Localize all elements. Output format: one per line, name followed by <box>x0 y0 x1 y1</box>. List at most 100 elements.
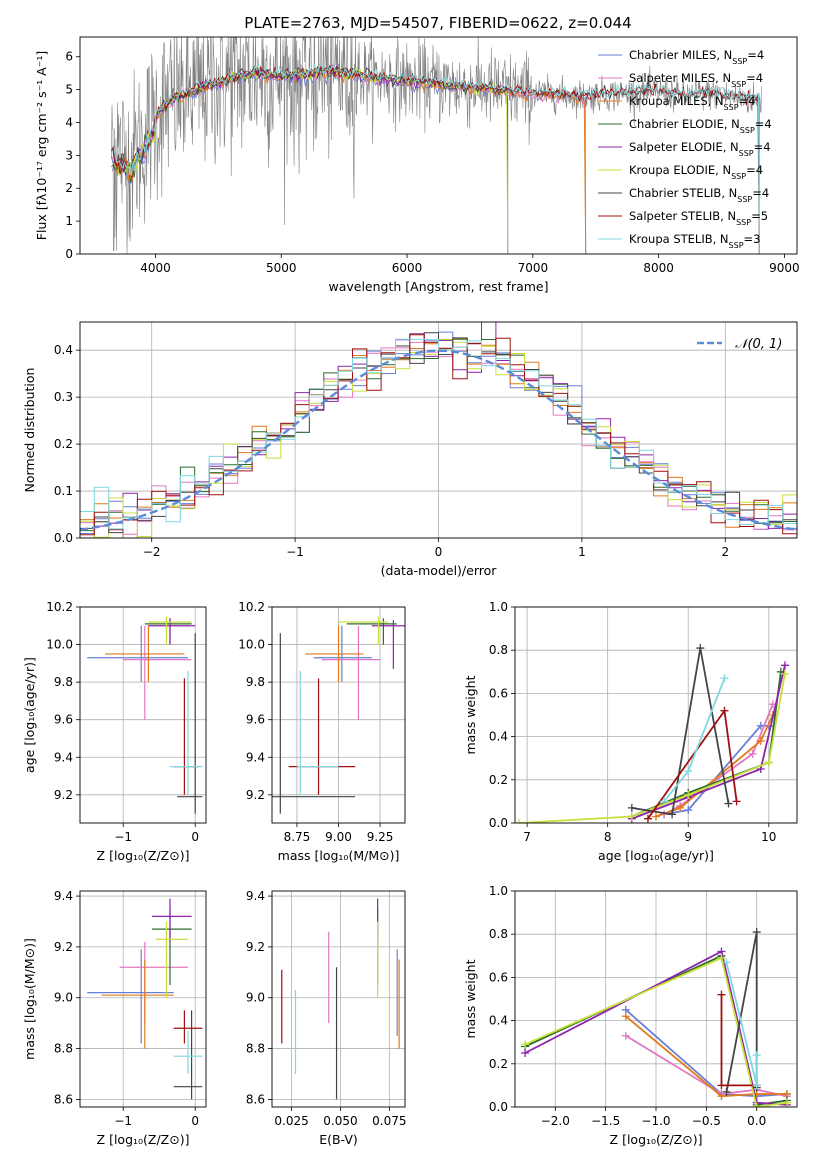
series-marker <box>515 819 524 823</box>
series-marker <box>717 990 726 999</box>
series-marker <box>720 674 729 683</box>
spectrum-xtick-label: 4000 <box>140 261 171 275</box>
weight_vs_Z-plot-area <box>521 928 791 1107</box>
series-kroupa-stelib <box>722 958 761 1090</box>
age_vs_Z-ytick-label: 9.4 <box>54 750 73 764</box>
legend-entry: Salpeter STELIB, NSSP=5 <box>629 209 768 227</box>
weight_vs_Z-ytick-label: 0.8 <box>489 927 508 941</box>
spectrum-legend: Chabrier MILES, NSSP=4 Salpeter MILES, NS… <box>598 48 772 250</box>
series-marker <box>764 758 773 767</box>
age_vs_mass-ytick-label: 9.4 <box>246 750 265 764</box>
mass_vs_Z-plot-area <box>87 898 203 1100</box>
age_vs_mass-ytick-label: 10.0 <box>238 638 265 652</box>
age_vs_mass-ytick-label: 9.8 <box>246 675 265 689</box>
legend-entry: Chabrier MILES, NSSP=4 <box>629 48 764 66</box>
mass_vs_Z-ytick-label: 8.8 <box>54 1042 73 1056</box>
residuals-ylabel: Normed distribution <box>22 368 37 493</box>
mass_vs_Z-xtick-label: −1 <box>114 1114 132 1128</box>
series-line <box>655 714 774 818</box>
weight_vs_age-xtick-label: 7 <box>523 830 531 844</box>
spectrum-ytick-label: 4 <box>65 115 73 129</box>
series-marker <box>652 812 660 821</box>
weight_vs_Z-xtick-label: −0.5 <box>692 1114 721 1128</box>
weight_vs_age-ytick-label: 0.4 <box>489 730 508 744</box>
figure-title: PLATE=2763, MJD=54507, FIBERID=0622, z=0… <box>244 14 631 32</box>
series-marker <box>752 1103 761 1107</box>
spectrum-model-kroupa-stelib <box>113 63 760 254</box>
age_vs_Z-ylabel: age [log₁₀(age/yr)] <box>22 657 37 773</box>
weight_vs_Z-ylabel: mass weight <box>463 959 478 1038</box>
series-kroupa-elodie <box>521 953 791 1107</box>
weight_vs_age-ytick-label: 0.8 <box>489 643 508 657</box>
legend-entry: Salpeter MILES, NSSP=4 <box>629 71 763 89</box>
weight_vs_age-plot-area <box>515 644 789 823</box>
errorbar-salpeter-elodie <box>371 620 405 669</box>
series-marker <box>668 810 677 819</box>
errorbar-kroupa-stelib <box>296 670 339 795</box>
weight_vs_age-xtick-label: 10 <box>761 830 776 844</box>
series-marker <box>717 1092 726 1101</box>
residuals-xlabel: (data-model)/error <box>381 563 498 578</box>
errorbar-chabrier-elodie <box>346 618 397 645</box>
age_vs_mass-ytick-label: 9.6 <box>246 713 265 727</box>
age_vs_Z-ytick-label: 10.2 <box>46 600 73 614</box>
series-marker <box>676 803 685 812</box>
spectrum-xtick-label: 9000 <box>769 261 800 275</box>
series-line <box>720 994 757 1087</box>
age_vs_mass-panel: 8.75 9.00 9.25 9.2 9.4 9.6 9.8 10.0 10.2 mass [lo… <box>238 600 406 863</box>
series-marker <box>627 812 636 821</box>
mass_vs_Z-ytick-label: 8.6 <box>54 1092 73 1106</box>
errorbar-kroupa-miles <box>105 625 185 683</box>
spectrum-xtick-label: 7000 <box>518 261 549 275</box>
mass_vs_Z-xtick-label: 0 <box>191 1114 199 1128</box>
spectrum-xtick-label: 5000 <box>266 261 297 275</box>
series-line <box>524 956 788 1107</box>
series-salpeter-elodie <box>627 661 789 823</box>
mass_vs_EBV-xtick-label: 0.025 <box>274 1114 308 1128</box>
residuals-ytick-label: 0.2 <box>54 437 73 451</box>
weight_vs_age-grid <box>515 606 797 824</box>
legend-entry: Kroupa ELODIE, NSSP=4 <box>629 163 763 181</box>
weight_vs_Z-panel: −2.0 −1.5 −1.0 −0.5 0.0 0.0 0.2 0.4 0.6 0.8 1.0 Z [… <box>463 884 798 1147</box>
weight_vs_age-frame <box>514 606 798 824</box>
spectrum-frame <box>79 36 798 255</box>
age_vs_Z-plot-area <box>87 616 203 814</box>
weight_vs_age-ytick-label: 0.0 <box>489 816 508 830</box>
spectrum-plot-area <box>110 37 762 254</box>
series-marker <box>660 797 669 806</box>
age_vs_Z-ytick-label: 9.8 <box>54 675 73 689</box>
mass_vs_EBV-ticks: 0.025 0.050 0.075 8.6 8.8 9.0 9.2 9.4 <box>246 889 407 1128</box>
weight_vs_age-panel: 7 8 9 10 0.0 0.2 0.4 0.6 0.8 1.0 age [log₁₀(age/yr… <box>463 600 798 863</box>
spectrum-ticks: 4000 5000 6000 7000 8000 9000 0 1 2 3 4 5 6 <box>65 50 799 275</box>
age_vs_Z-xtick-label: 0 <box>191 830 199 844</box>
mass_vs_Z-ylabel: mass [log₁₀(M/M⊙)] <box>22 938 37 1060</box>
spectrum-model-kroupa-elodie <box>113 65 509 254</box>
mass_vs_Z-grid <box>80 891 206 1107</box>
legend-entry: 𝒩(0, 1) <box>735 337 782 352</box>
errorbar-salpeter-miles <box>119 941 188 1024</box>
errorbar-chabrier-miles <box>87 949 174 1044</box>
series-line <box>647 708 738 820</box>
panels: 4000 5000 6000 7000 8000 90000123456wavelengt… <box>22 36 800 1147</box>
residuals-frame <box>79 321 798 539</box>
age_vs_Z-frame <box>79 606 207 824</box>
weight_vs_Z-ytick-label: 0.2 <box>489 1057 508 1071</box>
residuals-xtick-label: 2 <box>721 545 729 559</box>
series-marker <box>722 958 731 967</box>
weight_vs_age-ylabel: mass weight <box>463 675 478 754</box>
series-marker <box>732 797 741 806</box>
age_vs_mass-ticks: 8.75 9.00 9.25 9.2 9.4 9.6 9.8 10.0 10.2 <box>238 600 393 844</box>
errorbar-salpeter-miles <box>123 625 192 720</box>
mass_vs_EBV-xtick-label: 0.050 <box>323 1114 357 1128</box>
spectrum-xlabel: wavelength [Angstrom, rest frame] <box>328 279 548 294</box>
series-marker <box>780 669 789 678</box>
series-kroupa-elodie <box>515 669 789 823</box>
age_vs_Z-ticks: −1 0 9.2 9.4 9.6 9.8 10.0 10.2 <box>46 600 199 844</box>
series-marker <box>752 1051 761 1060</box>
weight_vs_Z-ytick-label: 1.0 <box>489 884 508 898</box>
weight_vs_Z-xtick-label: 0.0 <box>747 1114 766 1128</box>
residuals-xtick-label: −1 <box>286 545 304 559</box>
age_vs_Z-panel: −1 0 9.2 9.4 9.6 9.8 10.0 10.2 Z [log₁₀(Z/Z⊙)] ag… <box>22 600 207 863</box>
residuals-ytick-label: 0.3 <box>54 390 73 404</box>
spectrum-ytick-label: 5 <box>65 83 73 97</box>
